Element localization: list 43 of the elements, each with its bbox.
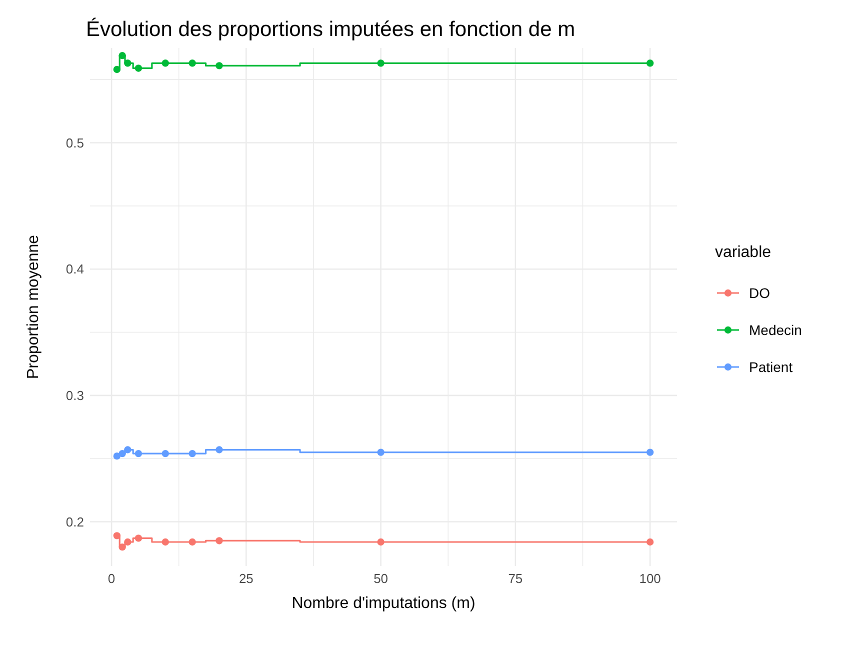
x-axis-title: Nombre d'imputations (m)	[292, 595, 476, 612]
point	[216, 62, 223, 70]
point	[162, 60, 169, 67]
point	[124, 538, 132, 546]
point	[377, 448, 384, 456]
point	[113, 452, 121, 460]
y-axis-title: Proportion moyenne	[25, 234, 42, 380]
y-tick-label: 0.4	[66, 262, 84, 277]
point	[646, 60, 654, 67]
point	[124, 446, 132, 454]
point	[216, 537, 223, 544]
point	[216, 446, 223, 454]
legend-label: Medecin	[749, 322, 802, 338]
point	[188, 450, 196, 458]
point	[118, 52, 126, 60]
legend-label: Patient	[749, 359, 793, 375]
point	[646, 448, 654, 456]
point	[134, 450, 142, 458]
point	[134, 64, 142, 72]
y-tick-label: 0.5	[66, 135, 84, 150]
y-tick-label: 0.3	[66, 388, 84, 403]
point	[134, 534, 142, 542]
x-tick-label: 0	[108, 571, 116, 586]
point	[188, 60, 196, 67]
point	[377, 60, 384, 67]
point	[188, 538, 196, 546]
point	[113, 532, 121, 540]
legend-label: DO	[749, 285, 770, 301]
point	[124, 60, 132, 67]
point	[646, 538, 654, 546]
point	[118, 450, 126, 458]
x-tick-label: 75	[508, 571, 523, 586]
x-tick-label: 100	[639, 571, 661, 586]
point	[118, 543, 126, 551]
x-tick-label: 25	[238, 571, 254, 586]
chart-title: Évolution des proportions imputées en fonction de m	[86, 17, 576, 41]
point	[113, 66, 121, 74]
point	[162, 450, 169, 458]
legend-title: variable	[715, 244, 772, 261]
point	[377, 538, 384, 546]
x-tick-label: 50	[374, 571, 388, 586]
y-tick-label: 0.2	[66, 514, 84, 530]
point	[162, 538, 169, 546]
